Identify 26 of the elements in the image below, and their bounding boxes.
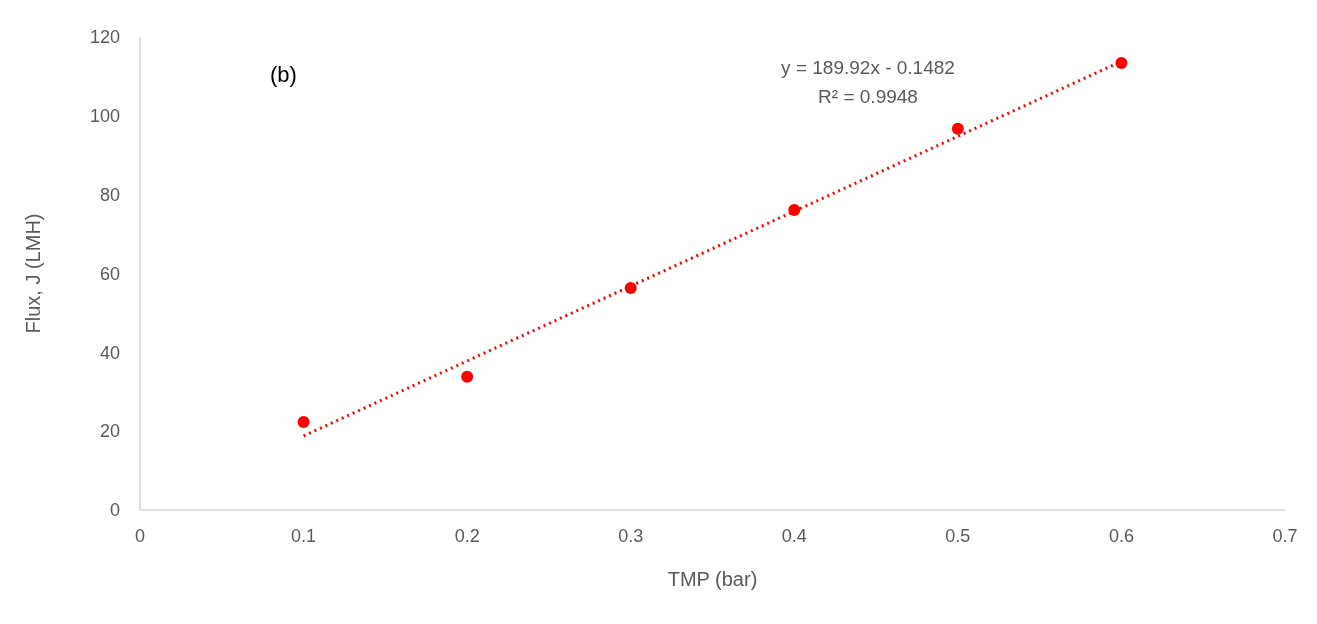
x-tick-label: 0 bbox=[134, 526, 146, 546]
y-tick-label: 100 bbox=[89, 106, 120, 127]
point bbox=[951, 122, 964, 135]
point bbox=[297, 416, 310, 429]
x-tick-label: 0.7 bbox=[1272, 526, 1298, 546]
x-tick-label: 0.6 bbox=[1108, 526, 1134, 546]
y-tick-label: 80 bbox=[99, 184, 120, 205]
annotation: R² = 0.9948 bbox=[818, 86, 918, 107]
annotation: y = 189.92x - 0.1482 bbox=[781, 57, 955, 78]
y-axis-title: Flux, J (LMH) bbox=[22, 213, 44, 334]
x-tick-label: 0.3 bbox=[618, 526, 644, 546]
y-tick-label: 20 bbox=[99, 421, 120, 442]
point bbox=[624, 282, 637, 295]
y-tick-label: 0 bbox=[109, 500, 120, 521]
x-tick-label: 0.5 bbox=[945, 526, 971, 546]
y-tick-label: 40 bbox=[99, 342, 120, 363]
x-axis-title: TMP (bar) bbox=[667, 568, 758, 590]
x-tick-label: 0.4 bbox=[781, 526, 807, 546]
point bbox=[788, 204, 801, 217]
point bbox=[1115, 57, 1128, 70]
x-tick-label: 0.2 bbox=[454, 526, 480, 546]
x-tick-label: 0.1 bbox=[291, 526, 317, 546]
y-tick-label: 120 bbox=[89, 27, 120, 48]
y-tick-label: 60 bbox=[99, 263, 120, 284]
point bbox=[461, 370, 474, 383]
annotation: (b) bbox=[270, 62, 297, 87]
